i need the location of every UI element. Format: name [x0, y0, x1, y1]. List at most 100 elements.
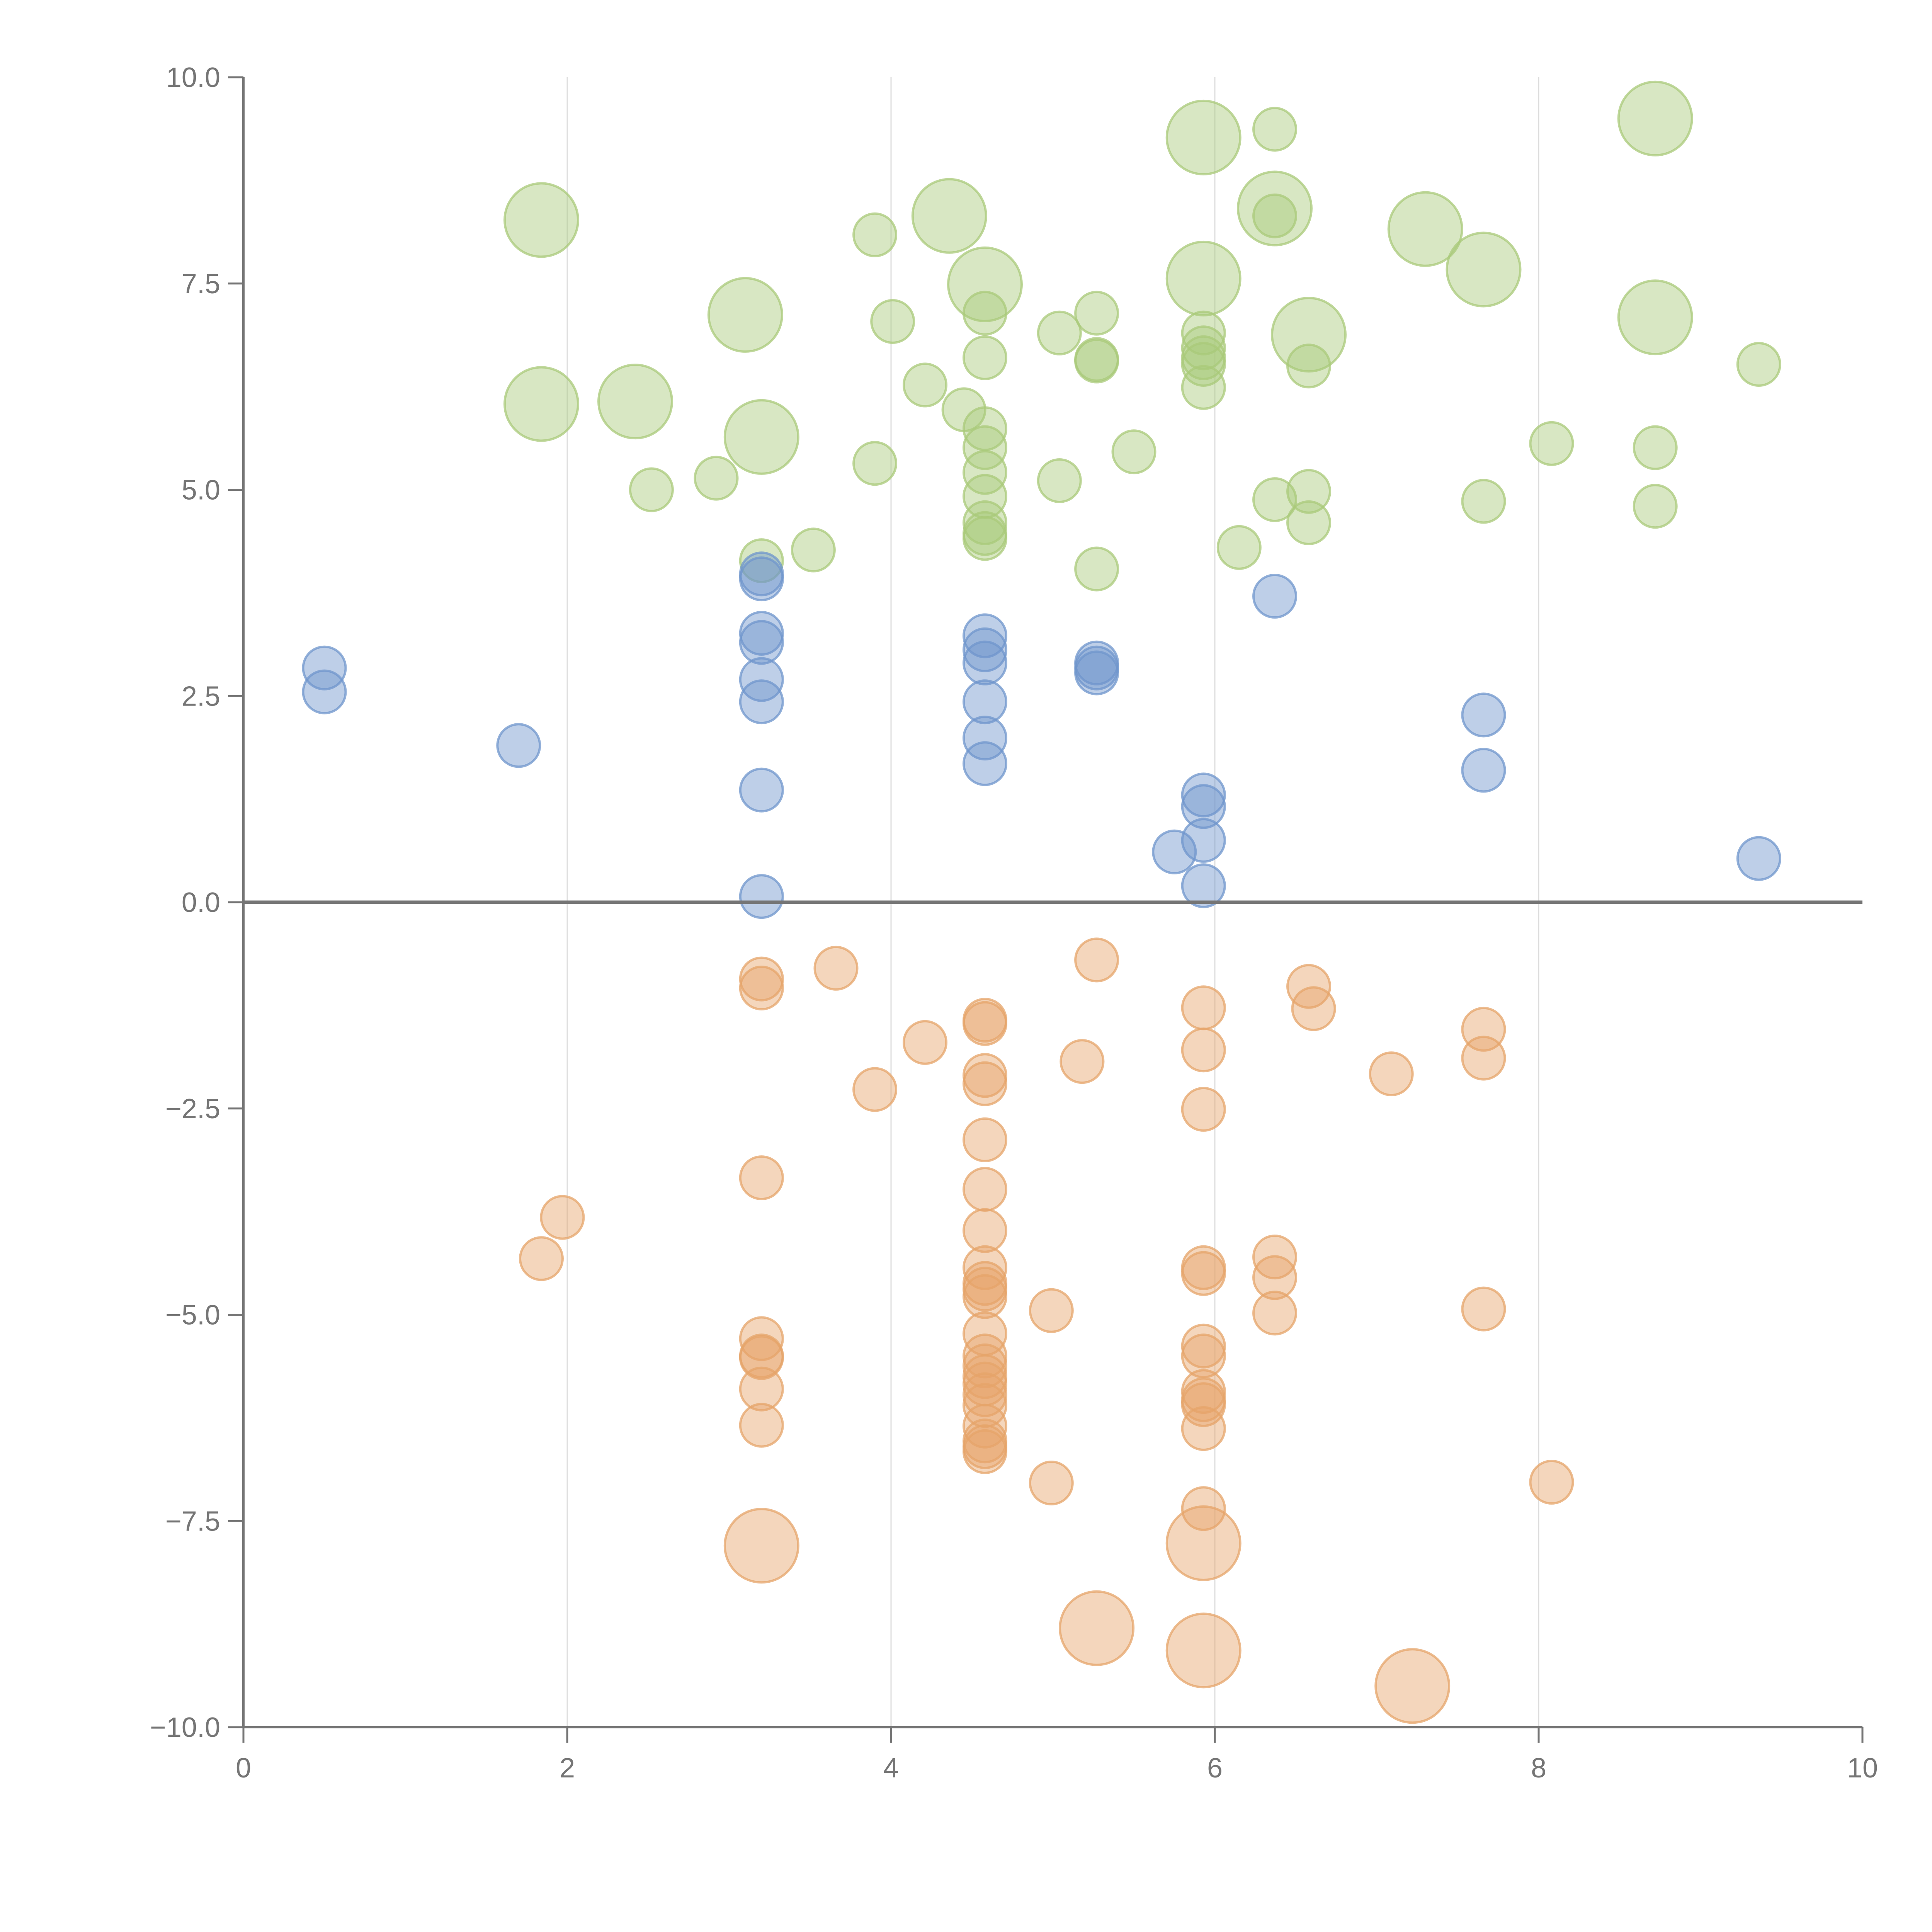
blue-data-point [1736, 836, 1781, 881]
blue-data-point [963, 679, 1007, 724]
orange-data-point [1252, 1255, 1297, 1300]
orange-data-point [1374, 1648, 1451, 1724]
green-data-point [503, 366, 579, 442]
green-data-point [739, 538, 784, 583]
orange-data-point [1165, 1612, 1242, 1689]
blue-data-point [1152, 829, 1197, 874]
blue-data-point [1181, 863, 1226, 908]
blue-data-point [739, 767, 784, 813]
green-data-point [1037, 310, 1082, 355]
bubble-layer [302, 80, 1781, 1724]
orange-data-point [1181, 1323, 1226, 1369]
orange-data-point [1461, 1286, 1506, 1332]
orange-data-point [1165, 1505, 1242, 1581]
orange-data-point [723, 1508, 799, 1584]
y-tick-label: 2.5 [182, 681, 220, 712]
blue-data-point [1074, 650, 1119, 696]
orange-data-point [1369, 1051, 1414, 1097]
orange-data-point [1286, 964, 1331, 1009]
y-tick-label: 7.5 [182, 269, 220, 299]
orange-data-point [1181, 1406, 1226, 1451]
green-data-point [903, 362, 947, 408]
x-tick-label: 4 [883, 1753, 899, 1784]
y-tick-label: −7.5 [165, 1506, 220, 1537]
y-tick-label: 0.0 [182, 887, 220, 918]
blue-data-point [739, 620, 784, 665]
orange-data-point [1181, 985, 1226, 1031]
green-data-point [870, 299, 915, 344]
green-data-point [707, 277, 783, 353]
green-data-point [1074, 338, 1119, 384]
orange-data-point [1181, 1087, 1226, 1132]
orange-data-point [813, 946, 859, 991]
blue-data-point [739, 556, 784, 602]
blue-data-point [963, 741, 1007, 786]
blue-data-point [963, 613, 1007, 658]
orange-data-point [739, 966, 784, 1010]
orange-data-point [963, 1274, 1007, 1319]
green-data-point [963, 335, 1007, 380]
orange-data-point [739, 1366, 784, 1412]
green-data-point [1252, 107, 1297, 152]
blue-data-point [1252, 573, 1297, 619]
green-data-point [1271, 297, 1347, 373]
orange-data-point [963, 1372, 1007, 1417]
orange-data-point [1181, 1251, 1226, 1296]
axes: 10.0 7.5 5.0 2.5 0.0 −2.5 −5.0 −7.5 −10.0 0 2 4 6 8 10 [150, 62, 1878, 1784]
orange-data-point [1181, 1382, 1226, 1427]
orange-data-point [739, 1335, 784, 1380]
orange-data-point [852, 1067, 898, 1112]
green-data-point [1286, 500, 1331, 545]
green-data-point [597, 364, 673, 440]
blue-data-point [1181, 772, 1226, 818]
green-data-point [1074, 546, 1119, 592]
green-data-point [694, 456, 739, 501]
blue-data-point [963, 627, 1007, 672]
orange-data-point [1291, 986, 1336, 1031]
green-data-point [852, 441, 898, 486]
green-data-point [1617, 80, 1693, 156]
green-data-point [1736, 342, 1781, 387]
blue-data-point [302, 669, 347, 714]
orange-data-point [963, 1001, 1007, 1046]
orange-data-point [1074, 937, 1119, 983]
green-data-point [1181, 325, 1226, 371]
orange-data-point [1059, 1590, 1135, 1666]
green-data-point [1111, 429, 1156, 474]
orange-data-point [739, 1316, 784, 1361]
y-tick-label: −5.0 [165, 1300, 220, 1331]
green-data-point [1181, 342, 1226, 387]
blue-data-point [496, 723, 541, 768]
green-data-point [1446, 231, 1522, 308]
green-data-point [911, 178, 987, 254]
blue-data-point [739, 679, 784, 724]
orange-data-point [1529, 1459, 1574, 1505]
blue-data-point [1181, 784, 1226, 829]
orange-data-point [963, 1208, 1007, 1253]
blue-data-point [1181, 818, 1226, 863]
orange-data-point [963, 1429, 1007, 1474]
green-data-point [1633, 484, 1678, 529]
blue-data-point [1461, 692, 1506, 738]
blue-data-point [739, 874, 784, 919]
green-data-point [723, 399, 799, 475]
orange-data-point [963, 1167, 1007, 1212]
green-data-point [1633, 425, 1678, 470]
green-data-point [791, 527, 836, 573]
orange-data-point [1252, 1291, 1297, 1336]
green-data-point [963, 291, 1007, 336]
blue-data-point [302, 645, 347, 690]
orange-data-point [739, 1155, 784, 1201]
blue-data-point [1461, 748, 1506, 793]
orange-data-point [1181, 1027, 1226, 1073]
orange-data-point [1060, 1039, 1105, 1084]
green-data-point [963, 500, 1007, 545]
orange-data-point [1029, 1288, 1074, 1333]
orange-data-point [1181, 1333, 1226, 1379]
green-data-point [852, 212, 898, 257]
green-data-point [1286, 344, 1331, 389]
green-data-point [963, 406, 1007, 451]
blue-data-point [963, 716, 1007, 761]
x-tick-label: 8 [1531, 1753, 1546, 1784]
green-data-point [629, 467, 674, 512]
